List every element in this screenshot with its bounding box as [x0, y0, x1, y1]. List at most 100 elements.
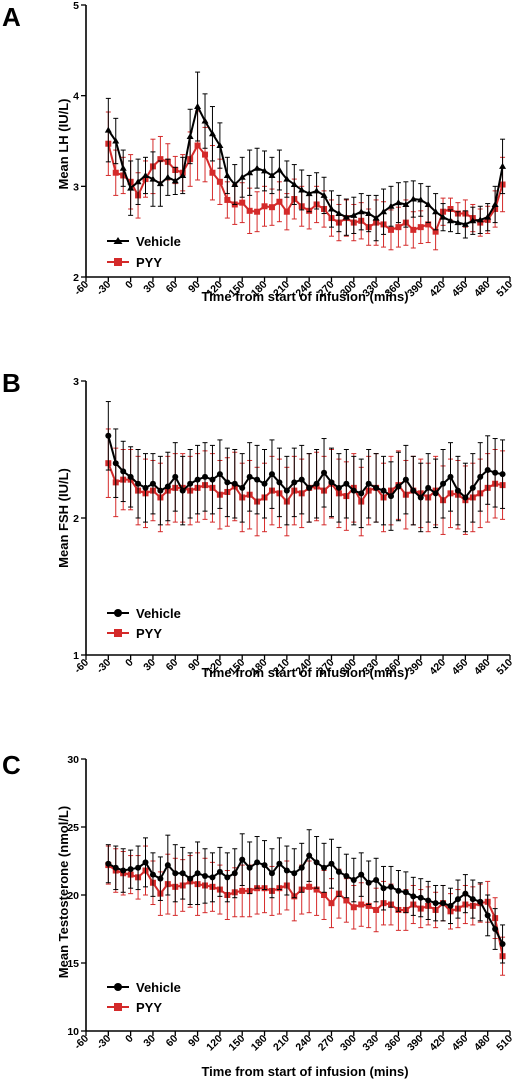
data-point [358, 901, 365, 908]
x-tick-label: 150 [226, 1033, 247, 1054]
legend: Vehicle PYY [107, 234, 181, 270]
data-point [410, 226, 417, 233]
data-point [477, 898, 484, 905]
x-tick-label: 300 [338, 1033, 359, 1054]
data-point [216, 178, 223, 185]
data-point [380, 885, 387, 892]
data-point [254, 208, 261, 215]
data-point [365, 879, 372, 886]
data-point [476, 216, 484, 223]
data-point [105, 432, 112, 439]
data-point [395, 224, 402, 231]
square-marker-icon [114, 1003, 122, 1011]
data-point [365, 480, 372, 487]
x-tick-label: 240 [293, 1033, 314, 1054]
data-point [417, 494, 424, 501]
data-point [350, 487, 357, 494]
data-point [246, 864, 253, 871]
data-point [350, 211, 358, 218]
data-point [358, 490, 365, 497]
circle-marker-icon [114, 609, 122, 617]
data-point [149, 175, 157, 182]
data-point [395, 887, 402, 894]
data-point [149, 480, 156, 487]
data-point [469, 484, 476, 491]
data-point [357, 208, 365, 215]
data-point [321, 892, 328, 898]
data-point [447, 473, 454, 480]
x-tick-label: 0 [123, 657, 136, 670]
data-point [157, 487, 164, 494]
data-point [261, 167, 269, 174]
data-point [432, 228, 439, 235]
data-point [365, 902, 372, 909]
data-point [172, 473, 179, 480]
data-point [239, 887, 246, 894]
data-point [335, 210, 343, 217]
x-tick-label: 420 [427, 279, 448, 300]
square-marker-icon [114, 258, 122, 266]
data-point [306, 883, 313, 890]
y-tick-label: 2 [73, 513, 79, 525]
data-point [171, 177, 179, 184]
x-tick-label: 90 [186, 279, 203, 296]
data-point [254, 476, 261, 483]
x-tick-label: 390 [405, 1033, 426, 1054]
x-tick-label: 60 [164, 1033, 181, 1050]
data-point [179, 870, 186, 877]
y-tick-label: 3 [73, 376, 79, 388]
data-point [164, 483, 171, 490]
data-point [387, 883, 394, 890]
legend: Vehicle PYY [107, 980, 181, 1015]
legend-label-pyy: PYY [136, 1000, 162, 1015]
data-point [268, 471, 275, 478]
data-point [209, 476, 216, 483]
data-point [454, 896, 461, 903]
x-tick-label: 90 [186, 1033, 203, 1050]
data-point [261, 862, 268, 869]
series-vehicle [105, 829, 506, 964]
data-point [179, 171, 187, 178]
x-tick-label: 450 [450, 279, 471, 300]
data-point [201, 117, 209, 124]
data-point [395, 483, 402, 490]
data-point [499, 940, 506, 947]
data-point [268, 870, 275, 877]
data-point [335, 484, 342, 491]
x-tick-label: 480 [472, 1033, 493, 1054]
data-point [462, 890, 469, 897]
data-point [127, 184, 135, 191]
data-point [112, 460, 119, 467]
legend-label-vehicle: Vehicle [136, 980, 181, 995]
data-point [157, 875, 164, 882]
legend-label-vehicle: Vehicle [136, 606, 181, 621]
data-point [194, 103, 202, 110]
data-point [373, 906, 380, 913]
y-axis-label: Mean Testosterone (nmol/L) [56, 806, 71, 978]
data-point [298, 186, 306, 193]
x-tick-label: -30 [94, 657, 113, 676]
data-point [402, 200, 410, 207]
data-point [276, 198, 283, 205]
data-point [187, 875, 194, 882]
data-point [373, 484, 380, 491]
data-point [246, 169, 254, 176]
data-point [239, 199, 246, 206]
data-point [425, 221, 432, 228]
data-point [484, 213, 492, 220]
data-point [358, 871, 365, 878]
data-point [112, 864, 119, 871]
legend-pyy: PYY [107, 626, 162, 641]
data-point [410, 487, 417, 494]
triangle-marker-icon [113, 237, 123, 244]
data-point [484, 912, 491, 919]
data-point [343, 897, 350, 904]
data-point [261, 203, 268, 210]
x-tick-label: 420 [427, 657, 448, 678]
x-tick-label: -30 [94, 279, 113, 298]
series-vehicle [104, 71, 507, 242]
x-tick-label: 360 [383, 1033, 404, 1054]
circle-marker-icon [114, 983, 122, 991]
data-point [127, 866, 134, 873]
